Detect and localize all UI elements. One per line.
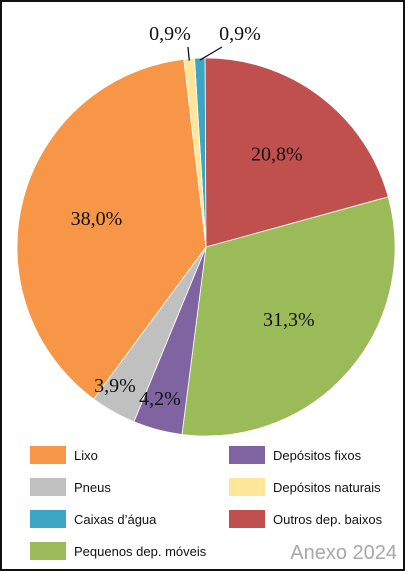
pie-slices (16, 57, 396, 437)
legend-item-depositos-fixos: Depósitos fixos (229, 446, 362, 464)
legend-item-pequenos-dep-moveis: Pequenos dep. móveis (30, 542, 207, 560)
legend-item-lixo: Lixo (30, 446, 98, 464)
legend-swatch-depositos-fixos (229, 446, 265, 464)
legend-label-depositos-fixos: Depósitos fixos (273, 448, 362, 463)
legend-swatch-depositos-naturais (229, 478, 265, 496)
leader-line-caixas-d-agua (199, 46, 223, 61)
slice-label-caixas-d-agua: 0,9% (219, 23, 261, 45)
legend-swatch-lixo (30, 446, 66, 464)
leader-lines (187, 46, 223, 61)
legend-item-caixas-d-agua: Caixas d’água (30, 510, 157, 528)
legend-item-outros-dep-baixos: Outros dep. baixos (229, 510, 383, 528)
legend-label-pequenos-dep-moveis: Pequenos dep. móveis (74, 544, 207, 559)
slice-label-outros-dep-baixos: 20,8% (251, 144, 303, 166)
legend-label-depositos-naturais: Depósitos naturais (273, 480, 381, 495)
slice-label-pneus: 3,9% (94, 375, 136, 397)
slice-label-depositos-naturais: 0,9% (149, 23, 191, 45)
slice-label-depositos-fixos: 4,2% (139, 388, 181, 410)
legend-label-pneus: Pneus (74, 480, 111, 495)
slice-labels: 0,9% 20,8% 31,3% 4,2%3,9% 38,0% 0,9% (71, 23, 315, 410)
legend-item-pneus: Pneus (30, 478, 111, 496)
legend-swatch-outros-dep-baixos (229, 510, 265, 528)
pie-slice-lixo (16, 58, 207, 400)
legend-label-caixas-d-agua: Caixas d’água (74, 512, 157, 527)
legend-swatch-caixas-d-agua (30, 510, 66, 528)
legend-swatch-pneus (30, 478, 66, 496)
leader-line-depositos-naturais (187, 46, 190, 61)
legend-label-outros-dep-baixos: Outros dep. baixos (273, 512, 383, 527)
slice-label-pequenos-dep-moveis: 31,3% (263, 309, 315, 331)
slice-label-lixo: 38,0% (71, 208, 123, 230)
legend: Lixo Depósitos fixos Pneus Depósitos natura… (30, 446, 383, 560)
watermark: Anexo 2024 (290, 542, 397, 564)
legend-label-lixo: Lixo (74, 448, 98, 463)
pie-slice-pequenos-dep-moveis (181, 196, 396, 437)
legend-item-depositos-naturais: Depósitos naturais (229, 478, 381, 496)
pie-slice-outros-dep-baixos (204, 57, 389, 248)
legend-swatch-pequenos-dep-moveis (30, 542, 66, 560)
